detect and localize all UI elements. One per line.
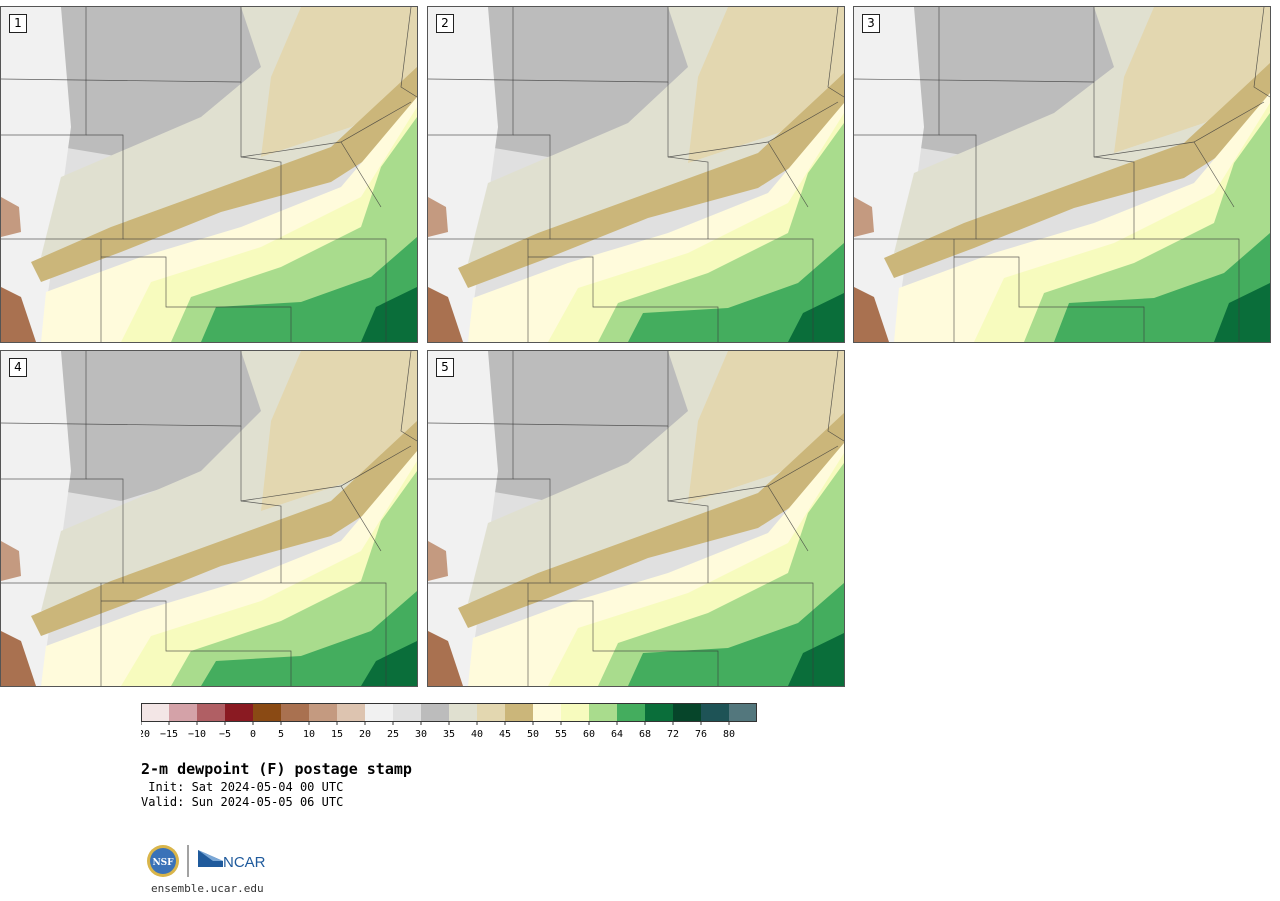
ncar-logo-icon: NCAR <box>198 850 266 871</box>
init-time: Init: Sat 2024-05-04 00 UTC <box>141 780 344 794</box>
colorbar-tick-label: 0 <box>250 729 256 740</box>
colorbar-tick-label: 45 <box>499 729 511 740</box>
member-panel-2: 2 <box>427 6 845 343</box>
colorbar-tick-label: −5 <box>219 729 231 740</box>
colorbar-tick-label: 35 <box>443 729 455 740</box>
colorbar-swatch <box>673 703 701 722</box>
colorbar-tick-label: 55 <box>555 729 567 740</box>
colorbar-swatch <box>197 703 225 722</box>
dewpoint-map <box>428 7 844 342</box>
panel-number: 4 <box>9 358 27 377</box>
ncar-text: NCAR <box>223 854 266 871</box>
colorbar-tick-label: 10 <box>303 729 315 740</box>
nsf-text: NSF <box>152 858 174 868</box>
colorbar-swatch <box>729 703 757 722</box>
panel-number: 2 <box>436 14 454 33</box>
dewpoint-map <box>854 7 1270 342</box>
colorbar-tick-label: 80 <box>723 729 735 740</box>
colorbar-swatch <box>141 703 169 722</box>
nsf-logo-icon: NSF <box>147 845 179 877</box>
colorbar-tick-label: −15 <box>160 729 178 740</box>
colorbar-tick-label: −20 <box>141 729 150 740</box>
colorbar-tick-label: 15 <box>331 729 343 740</box>
colorbar-swatch <box>449 703 477 722</box>
panel-number: 3 <box>862 14 880 33</box>
member-panel-5: 5 <box>427 350 845 687</box>
colorbar-tick-label: 50 <box>527 729 539 740</box>
colorbar-swatch <box>365 703 393 722</box>
colorbar-swatch <box>477 703 505 722</box>
colorbar-swatch <box>253 703 281 722</box>
colorbar-tick-label: 72 <box>667 729 679 740</box>
panel-number: 1 <box>9 14 27 33</box>
panel-number: 5 <box>436 358 454 377</box>
logos: NSF NCAR <box>145 843 275 881</box>
valid-time: Valid: Sun 2024-05-05 06 UTC <box>141 795 344 809</box>
dewpoint-map <box>1 7 417 342</box>
colorbar-swatch <box>309 703 337 722</box>
colorbar-swatch <box>561 703 589 722</box>
colorbar-swatch <box>393 703 421 722</box>
colorbar-swatch <box>225 703 253 722</box>
colorbar-swatch <box>505 703 533 722</box>
colorbar-swatch <box>337 703 365 722</box>
dewpoint-map <box>428 351 844 686</box>
dewpoint-map <box>1 351 417 686</box>
colorbar-swatch <box>645 703 673 722</box>
website-url: ensemble.ucar.edu <box>151 882 264 895</box>
colorbar-swatch <box>701 703 729 722</box>
member-panel-1: 1 <box>0 6 418 343</box>
colorbar-tick-label: 5 <box>278 729 284 740</box>
colorbar-tick-label: −10 <box>188 729 206 740</box>
colorbar-tick-label: 68 <box>639 729 651 740</box>
colorbar-tick-label: 40 <box>471 729 483 740</box>
colorbar-tick-label: 60 <box>583 729 595 740</box>
colorbar-tick-label: 76 <box>695 729 707 740</box>
colorbar-tick-label: 30 <box>415 729 427 740</box>
colorbar-swatch <box>169 703 197 722</box>
colorbar-swatch <box>617 703 645 722</box>
colorbar-swatch <box>589 703 617 722</box>
colorbar-tick-label: 25 <box>387 729 399 740</box>
colorbar-swatch <box>421 703 449 722</box>
colorbar-tick-label: 20 <box>359 729 371 740</box>
colorbar: −20 −15 −10 −5 0 5 10 15 20 25 30 35 40 45 50 55 60 64 68 7… <box>141 703 757 740</box>
member-panel-3: 3 <box>853 6 1271 343</box>
member-panel-4: 4 <box>0 350 418 687</box>
colorbar-tick-label: 64 <box>611 729 623 740</box>
map-title: 2-m dewpoint (F) postage stamp <box>141 760 412 778</box>
colorbar-swatch <box>533 703 561 722</box>
colorbar-swatch <box>281 703 309 722</box>
